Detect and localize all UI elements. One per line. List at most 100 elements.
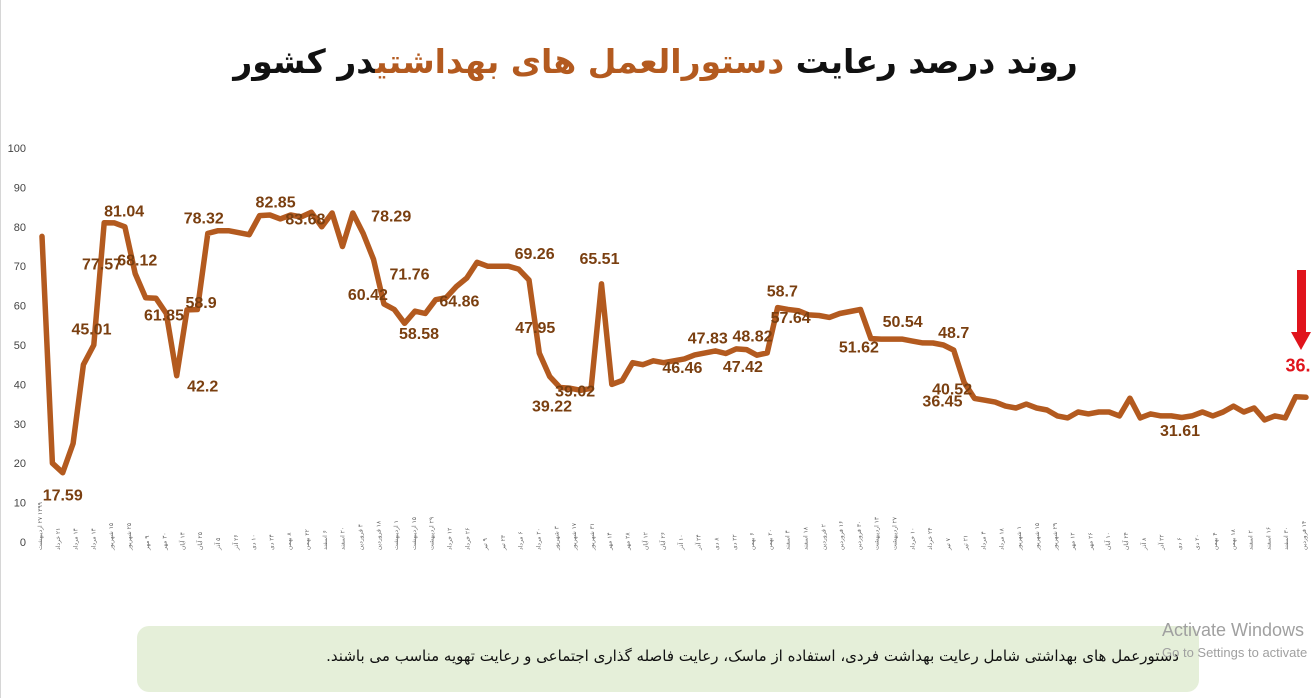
left-border-line bbox=[0, 0, 1, 698]
x-tick-label: ۲۵ آبان bbox=[195, 532, 204, 550]
x-tick-label: ۵ آذر bbox=[213, 538, 222, 551]
data-label: 51.62 bbox=[839, 340, 879, 357]
x-tick-label: ۱۵ شهریور bbox=[108, 523, 115, 551]
data-label: 68.12 bbox=[117, 253, 157, 270]
x-tick-label: ۲۱ خرداد bbox=[55, 528, 62, 550]
x-tick-label: ۲۱ تیر bbox=[963, 535, 970, 551]
data-label: 65.51 bbox=[579, 251, 619, 268]
x-tick-label: ۲۰ مرداد bbox=[536, 528, 543, 550]
data-label: 58.7 bbox=[767, 284, 798, 301]
x-tick-label: ۷ تیر bbox=[945, 537, 952, 551]
x-tick-label: ۲۰ دی bbox=[1194, 534, 1201, 550]
x-tick-label: ۱۴ آبان bbox=[177, 532, 186, 550]
x-tick-label: ۲۷ اردیبهشت bbox=[892, 516, 899, 550]
x-tick-label: ۱۶ اسفند bbox=[1265, 527, 1272, 550]
data-label: 71.76 bbox=[390, 266, 430, 283]
x-tick-label: ۱۸ بهمن bbox=[1230, 528, 1237, 550]
x-tick-label: ۱۰ آبان bbox=[1103, 532, 1112, 550]
x-axis: ۱۳۹۹ ۲۷ اردیبهشت ۲۱ خرداد ۱۴ مرداد ۱۴ مرداد… bbox=[37, 502, 1308, 551]
x-tick-label: ۹ تیر bbox=[482, 538, 489, 551]
data-label: 47.83 bbox=[688, 331, 728, 348]
data-label: 36.88 bbox=[1285, 355, 1311, 375]
data-label: 39.02 bbox=[555, 383, 595, 400]
x-tick-label: ۱۷ شهریور bbox=[571, 522, 578, 551]
x-tick-label: ۱۴ مرداد bbox=[90, 528, 97, 550]
x-tick-label: ۱۵ اردیبهشت bbox=[411, 517, 418, 550]
data-label: 48.7 bbox=[938, 325, 969, 342]
x-tick-label: ۲۴ خرداد bbox=[927, 528, 934, 550]
x-tick-label: ۲۲ دی bbox=[731, 534, 738, 550]
data-label: 47.95 bbox=[515, 320, 555, 337]
data-label: 17.59 bbox=[43, 488, 83, 505]
x-tick-label: ۶ مرداد bbox=[518, 531, 525, 550]
y-tick-label: 90 bbox=[14, 182, 26, 194]
x-tick-label: ۲۰ بهمن bbox=[767, 529, 774, 550]
x-tick-label: ۱۲ آبان bbox=[640, 532, 649, 550]
data-label: 58.58 bbox=[399, 326, 439, 343]
x-tick-label: ۳ شهریور bbox=[553, 525, 560, 551]
line-chart: 0 10 20 30 40 50 60 70 80 90 100 ۱۳۹۹ ۲۷ اردیبهشت ۲… bbox=[8, 0, 1311, 551]
x-tick-label: ۲۶ مهر bbox=[1087, 532, 1094, 551]
x-tick-label: ۸ دی bbox=[714, 537, 721, 550]
x-tick-label: ۱۰ دی bbox=[251, 534, 258, 550]
data-label: 82.85 bbox=[256, 195, 296, 212]
x-tick-label: ۲۹ اردیبهشت bbox=[429, 517, 436, 550]
x-tick-label: ۶ دی bbox=[1176, 538, 1183, 551]
x-tick-label: ۶ اسفند bbox=[322, 530, 329, 550]
x-tick-label: ۲۲ آذر bbox=[1157, 534, 1166, 551]
data-label: 36.45 bbox=[922, 393, 962, 410]
watermark-line2: Go to Settings to activate Windows. bbox=[1162, 645, 1311, 660]
x-tick-label: ۱۴ مرداد bbox=[73, 528, 80, 550]
arrow-head bbox=[1291, 332, 1311, 350]
x-tick-label: ۱۶ فروردین bbox=[838, 521, 845, 550]
x-tick-label: ۱۸ فروردین bbox=[375, 520, 382, 550]
data-label: 39.22 bbox=[532, 398, 572, 415]
x-tick-label: ۱۴ فروردین bbox=[1301, 521, 1308, 550]
x-tick-label: ۱۳۹۹ ۲۷ اردیبهشت bbox=[37, 502, 44, 550]
data-labels: 77.57 17.59 45.01 81.04 68.12 61.85 42.2 58.9 78… bbox=[43, 0, 1311, 505]
data-label: 40.52 bbox=[932, 381, 972, 398]
x-tick-label: ۱۸ اسفند bbox=[803, 526, 810, 550]
y-tick-label: 50 bbox=[14, 340, 26, 352]
down-arrow-marker bbox=[1291, 270, 1311, 350]
activate-windows-watermark: Activate Windows Go to Settings to activ… bbox=[1162, 620, 1311, 660]
chart-title-part2: در کشور bbox=[233, 42, 376, 81]
x-tick-label: ۱۴ مهر bbox=[607, 532, 614, 551]
y-tick-label: 60 bbox=[14, 301, 26, 313]
y-tick-label: 10 bbox=[14, 498, 26, 510]
data-label: 31.61 bbox=[1160, 423, 1200, 440]
x-tick-label: ۱۰ آذر bbox=[676, 534, 685, 551]
x-tick-label: ۲۶ آذر bbox=[231, 534, 240, 551]
footnote-box: دستورعمل های بهداشتی شامل رعایت بهداشت ف… bbox=[137, 626, 1199, 692]
x-tick-label: ۱۲ خرداد bbox=[447, 528, 454, 550]
chart-title-part1: روند درصد رعایت bbox=[784, 42, 1078, 81]
data-label: 78.32 bbox=[184, 210, 224, 227]
y-tick-label: 40 bbox=[14, 379, 26, 391]
x-tick-label: ۱ شهریور bbox=[1016, 526, 1023, 551]
data-label: 81.04 bbox=[104, 204, 144, 221]
data-label: 83.68 bbox=[285, 211, 325, 228]
data-label: 42.2 bbox=[187, 379, 218, 396]
x-tick-label: ۲ فروردین bbox=[820, 524, 827, 550]
x-tick-label: ۱ اردیبهشت bbox=[393, 520, 400, 550]
series-group bbox=[39, 209, 1309, 476]
x-tick-label: ۲۵ شهریور bbox=[126, 523, 133, 551]
y-tick-label: 20 bbox=[14, 458, 26, 470]
x-tick-label: ۲۴ آذر bbox=[694, 534, 703, 551]
x-tick-label: ۸ بهمن bbox=[286, 532, 293, 550]
data-label: 36.72 bbox=[1286, 0, 1311, 4]
x-tick-label: ۶ بهمن bbox=[749, 532, 756, 550]
x-tick-label: ۳۱ شهریور bbox=[589, 523, 596, 551]
data-label: 78.29 bbox=[371, 209, 411, 226]
x-tick-label: ۱۳ اردیبهشت bbox=[874, 516, 881, 550]
x-tick-label: ۴ فروردین bbox=[358, 524, 365, 550]
y-tick-label: 80 bbox=[14, 222, 26, 234]
x-tick-label: ۳۰ اسفند bbox=[1283, 527, 1290, 550]
watermark-line1: Activate Windows bbox=[1162, 620, 1305, 640]
data-label: 45.01 bbox=[71, 322, 111, 339]
arrow-shaft bbox=[1297, 270, 1306, 332]
footnote-text: دستورعمل های بهداشتی شامل رعایت بهداشت ف… bbox=[326, 647, 1179, 665]
x-tick-label: ۲۸ مهر bbox=[625, 532, 632, 551]
x-tick-label: ۲۶ آبان bbox=[658, 532, 667, 550]
data-label: 48.82 bbox=[733, 329, 773, 346]
